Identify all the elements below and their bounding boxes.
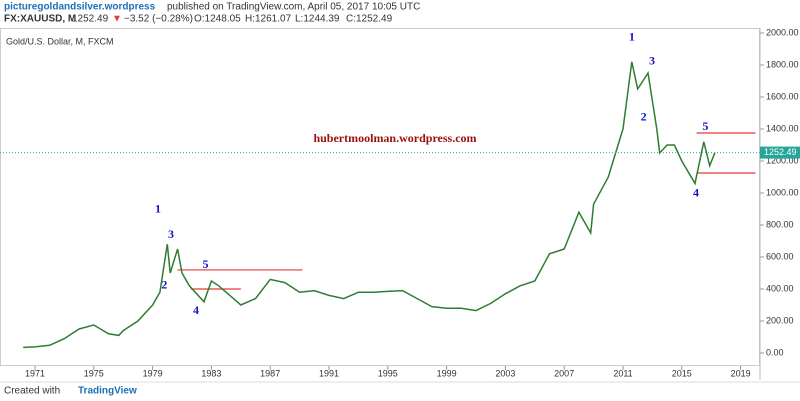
y-tick-label: 400.00 [766, 283, 794, 293]
y-tick-label: 1000.00 [766, 187, 799, 197]
symbol: FX:XAUUSD, M [4, 14, 76, 25]
y-tick-label: 1800.00 [766, 59, 799, 69]
wave-label: 2 [161, 278, 167, 292]
x-tick-label: 2003 [495, 368, 515, 378]
wave-label: 1 [155, 202, 161, 216]
y-tick-label: 0.00 [766, 347, 784, 357]
last: 1252.49 [72, 14, 109, 25]
high: H:1261.07 [245, 14, 292, 25]
footer-brand[interactable]: TradingView [78, 386, 137, 397]
arrow: ▼ [112, 14, 122, 25]
y-tick-label: 1400.00 [766, 123, 799, 133]
x-tick-label: 1987 [260, 368, 280, 378]
x-tick-label: 2015 [672, 368, 692, 378]
low: L:1244.39 [295, 14, 340, 25]
wave-label: 5 [203, 257, 209, 271]
x-tick-label: 1999 [437, 368, 457, 378]
x-tick-label: 2007 [554, 368, 574, 378]
wave-label: 4 [193, 303, 199, 317]
x-tick-label: 1991 [319, 368, 339, 378]
wave-label: 1 [629, 30, 635, 44]
y-tick-label: 600.00 [766, 251, 794, 261]
chart-title: Gold/U.S. Dollar, M, FXCM [6, 36, 114, 46]
published: published on TradingView.com, April 05, … [167, 2, 420, 13]
y-tick-label: 800.00 [766, 219, 794, 229]
wave-label: 3 [649, 54, 655, 68]
last-price-box [760, 146, 800, 159]
footer-created: Created with [4, 386, 60, 397]
change: −3.52 (−0.28%) [124, 14, 193, 25]
wave-label: 3 [168, 227, 174, 241]
y-tick-label: 1200.00 [766, 155, 799, 165]
y-tick-label: 2000.00 [766, 27, 799, 37]
watermark: hubertmoolman.wordpress.com [313, 131, 476, 145]
wave-label: 2 [641, 110, 647, 124]
y-tick-label: 200.00 [766, 315, 794, 325]
last-price-label: 1252.49 [764, 147, 797, 157]
price-line [23, 61, 716, 349]
y-tick-label: 1600.00 [766, 91, 799, 101]
x-tick-label: 1983 [201, 368, 221, 378]
author: picturegoldandsilver.wordpress [4, 2, 156, 13]
x-tick-label: 1995 [378, 368, 398, 378]
x-tick-label: 1979 [143, 368, 163, 378]
open: O:1248.05 [194, 14, 241, 25]
x-tick-label: 1971 [25, 368, 45, 378]
x-tick-label: 2011 [613, 368, 632, 378]
x-tick-label: 2019 [731, 368, 751, 378]
wave-label: 4 [693, 186, 699, 200]
wave-label: 5 [702, 119, 708, 133]
close: C:1252.49 [346, 14, 393, 25]
x-tick-label: 1975 [84, 368, 104, 378]
